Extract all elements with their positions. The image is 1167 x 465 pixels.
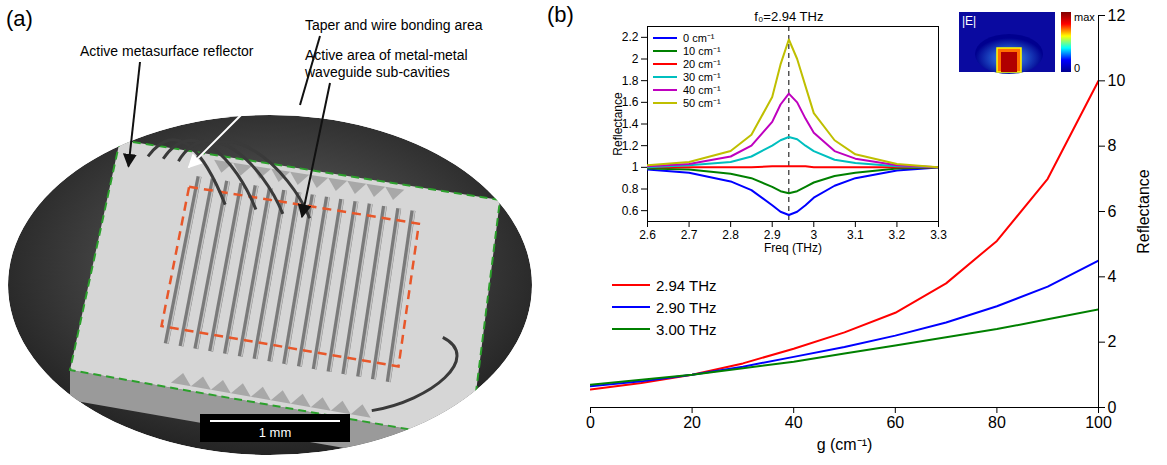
svg-text:2: 2 xyxy=(1108,333,1117,350)
svg-text:3: 3 xyxy=(810,228,818,242)
html-text:0 cm⁻¹: 0 cm⁻¹ xyxy=(683,32,715,44)
svg-text:0: 0 xyxy=(1074,62,1080,74)
svg-text:1.8: 1.8 xyxy=(622,74,639,88)
svg-text:Reflectance: Reflectance xyxy=(1135,169,1152,254)
svg-text:100: 100 xyxy=(1085,414,1112,431)
svg-text:0: 0 xyxy=(1107,398,1117,416)
html-text:20 cm⁻¹: 20 cm⁻¹ xyxy=(683,58,721,70)
svg-text:0.6: 0.6 xyxy=(622,204,639,218)
svg-text:8: 8 xyxy=(1108,137,1117,154)
svg-text:2.8: 2.8 xyxy=(722,228,739,242)
svg-text:|E|: |E| xyxy=(962,14,976,28)
svg-text:3.3: 3.3 xyxy=(930,228,947,242)
svg-text:40: 40 xyxy=(785,414,803,431)
html-text:3.00 THz: 3.00 THz xyxy=(656,320,717,338)
html-text:50 cm⁻¹: 50 cm⁻¹ xyxy=(683,97,721,109)
svg-text:Taper and wire bonding area: Taper and wire bonding area xyxy=(305,17,483,33)
svg-text:1.2: 1.2 xyxy=(621,138,639,153)
svg-text:1 mm: 1 mm xyxy=(259,425,292,440)
svg-text:Active area of metal-metalwave: Active area of metal-metalwaveguide sub-… xyxy=(304,47,468,80)
svg-text:f₀=2.94 THz: f₀=2.94 THz xyxy=(754,9,823,24)
svg-text:1: 1 xyxy=(632,160,639,174)
svg-text:80: 80 xyxy=(988,414,1006,431)
svg-text:Freq (THz): Freq (THz) xyxy=(764,241,822,255)
svg-text:2.6: 2.6 xyxy=(639,228,656,242)
html-text:2.94 THz: 2.94 THz xyxy=(656,276,717,294)
svg-text:3.2: 3.2 xyxy=(889,228,906,242)
svg-text:2.9: 2.9 xyxy=(763,228,781,242)
svg-text:Active metasurface reflector: Active metasurface reflector xyxy=(80,43,254,59)
html-text:(b): (b) xyxy=(547,2,574,27)
svg-text:2.2: 2.2 xyxy=(622,30,639,44)
html-text:30 cm⁻¹: 30 cm⁻¹ xyxy=(683,71,721,83)
html-text:40 cm⁻¹: 40 cm⁻¹ xyxy=(683,84,721,96)
svg-text:1.6: 1.6 xyxy=(621,95,639,110)
svg-text:3.1: 3.1 xyxy=(847,228,864,242)
svg-text:10: 10 xyxy=(1108,72,1126,89)
svg-text:(a): (a) xyxy=(6,6,33,31)
html-text:10 cm⁻¹: 10 cm⁻¹ xyxy=(683,45,721,57)
svg-text:60: 60 xyxy=(886,414,904,431)
svg-text:Reflectance: Reflectance xyxy=(611,92,625,156)
svg-text:4: 4 xyxy=(1108,268,1117,285)
svg-text:1.4: 1.4 xyxy=(621,116,639,131)
svg-text:2.7: 2.7 xyxy=(681,228,698,242)
svg-text:2: 2 xyxy=(632,52,639,66)
svg-text:12: 12 xyxy=(1108,7,1126,24)
svg-text:0: 0 xyxy=(586,414,595,431)
svg-text:0.8: 0.8 xyxy=(622,182,639,196)
svg-text:20: 20 xyxy=(683,414,701,431)
svg-text:max: max xyxy=(1074,11,1095,23)
svg-text:g (cm⁻¹): g (cm⁻¹) xyxy=(817,436,873,453)
html-text:2.90 THz: 2.90 THz xyxy=(656,298,717,316)
svg-text:6: 6 xyxy=(1108,203,1117,220)
